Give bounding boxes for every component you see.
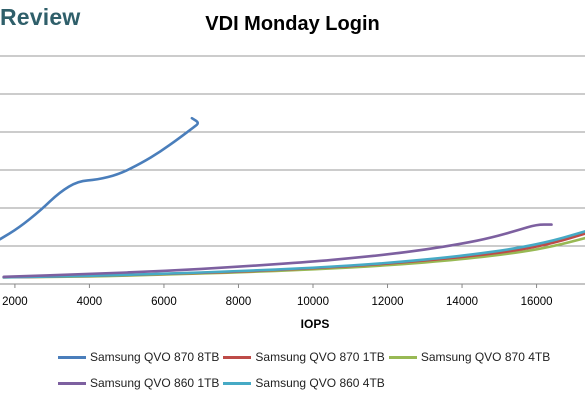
legend-label: Samsung QVO 870 4TB (420, 350, 551, 364)
legend-swatch (58, 355, 86, 359)
legend-label: Samsung QVO 860 4TB (255, 376, 385, 390)
series-line-samsung-qvo-870-8tb (0, 116, 200, 241)
legend-item: Samsung QVO 860 4TB (223, 376, 385, 390)
x-tick-label: 10000 (297, 296, 329, 308)
x-tick-label: 6000 (151, 296, 177, 308)
x-tick-label: 2000 (2, 296, 28, 308)
x-tick-label: 16000 (521, 296, 553, 308)
legend-item: Samsung QVO 870 8TB (58, 350, 219, 364)
chart-title: VDI Monday Login (205, 13, 380, 35)
series-line-samsung-qvo-860-1tb (2, 223, 553, 279)
series-line-samsung-qvo-870-4tb (2, 236, 585, 279)
x-axis-ticks: 2000 4000 6000 8000 10000 12000 14000 16000 (2, 284, 553, 308)
brand-logo-text: Review (0, 4, 81, 30)
series-line-samsung-qvo-860-4tb (2, 230, 585, 279)
x-tick-label: 8000 (226, 296, 252, 308)
x-tick-label: 12000 (372, 296, 404, 308)
legend-label: Samsung QVO 870 8TB (90, 350, 220, 364)
x-tick-label: 4000 (77, 296, 103, 308)
legend-label: Samsung QVO 860 1TB (90, 376, 220, 390)
x-tick-label: 14000 (446, 296, 478, 308)
legend-row: Samsung QVO 860 1TB Samsung QVO 860 4TB (58, 370, 578, 396)
legend-swatch (58, 381, 86, 385)
legend-item: Samsung QVO 870 1TB (223, 350, 385, 364)
gridlines (0, 55, 585, 285)
x-axis-label: IOPS (300, 317, 330, 331)
legend-item: Samsung QVO 860 1TB (58, 376, 219, 390)
legend-swatch (223, 355, 252, 359)
legend: Samsung QVO 870 8TB Samsung QVO 870 1TB Sa… (58, 344, 578, 396)
legend-swatch (223, 381, 252, 385)
series-lines (0, 116, 585, 279)
legend-label: Samsung QVO 870 1TB (255, 350, 385, 364)
legend-row: Samsung QVO 870 8TB Samsung QVO 870 1TB Sa… (58, 344, 578, 370)
legend-swatch (388, 355, 417, 359)
legend-item: Samsung QVO 870 4TB (388, 350, 551, 364)
